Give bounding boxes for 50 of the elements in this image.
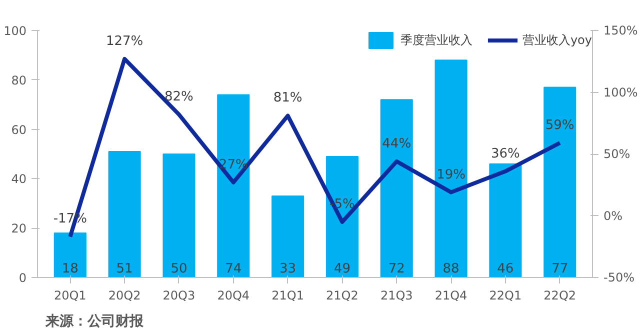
data-label: 51 [116, 262, 133, 276]
y2-tick-label: 0% [604, 208, 623, 223]
y-tick-label: 20 [11, 222, 27, 236]
bar [108, 151, 141, 278]
data-label: 81% [273, 90, 302, 106]
data-label: 59% [545, 118, 574, 133]
y2-tick-label: 100% [604, 85, 638, 100]
data-label: 88 [442, 262, 460, 276]
legend-label: 营业收入yoy [522, 32, 592, 48]
data-label: 72 [388, 262, 405, 276]
bar [54, 232, 86, 278]
data-label: 49 [334, 262, 350, 276]
bar [272, 195, 304, 278]
bar [380, 99, 413, 278]
x-tick-label: 22Q2 [544, 288, 576, 302]
x-tick-label: 21Q3 [380, 288, 413, 302]
x-tick-label: 22Q1 [489, 288, 522, 302]
bar [217, 94, 250, 278]
bar [544, 86, 576, 278]
data-label: 19% [436, 167, 466, 182]
y2-tick-label: 150% [604, 24, 638, 38]
x-tick-label: 21Q1 [272, 288, 304, 302]
legend-label: 季度营业收入 [400, 32, 472, 48]
y2-tick-label: -50% [604, 270, 635, 284]
data-label: 74 [225, 262, 242, 276]
x-tick-label: 20Q1 [54, 288, 86, 302]
data-label: 82% [164, 89, 194, 104]
y-tick-label: 80 [11, 73, 27, 88]
data-label: 50 [170, 262, 188, 276]
data-label: 18 [62, 262, 78, 276]
bar [434, 60, 468, 278]
data-label: 46 [497, 262, 514, 276]
bar [489, 163, 522, 278]
data-label: 77 [552, 262, 568, 276]
x-tick-label: 20Q3 [162, 288, 196, 302]
y-tick-label: 100 [4, 24, 26, 38]
data-label: 36% [490, 146, 520, 162]
x-tick-label: 20Q2 [108, 288, 141, 302]
y-tick-label: 40 [11, 172, 27, 186]
data-label: 44% [382, 136, 412, 152]
x-tick-label: 21Q4 [434, 288, 468, 302]
source-note: 来源：公司财报 [44, 314, 144, 330]
y-tick-label: 0 [18, 271, 27, 285]
data-label: 127% [106, 34, 144, 49]
bar [162, 154, 196, 278]
y-tick-label: 60 [11, 122, 27, 137]
x-tick-label: 21Q2 [326, 288, 358, 302]
data-label: 33 [280, 262, 296, 276]
x-tick-label: 20Q4 [217, 288, 250, 302]
y2-tick-label: 50% [604, 147, 630, 161]
